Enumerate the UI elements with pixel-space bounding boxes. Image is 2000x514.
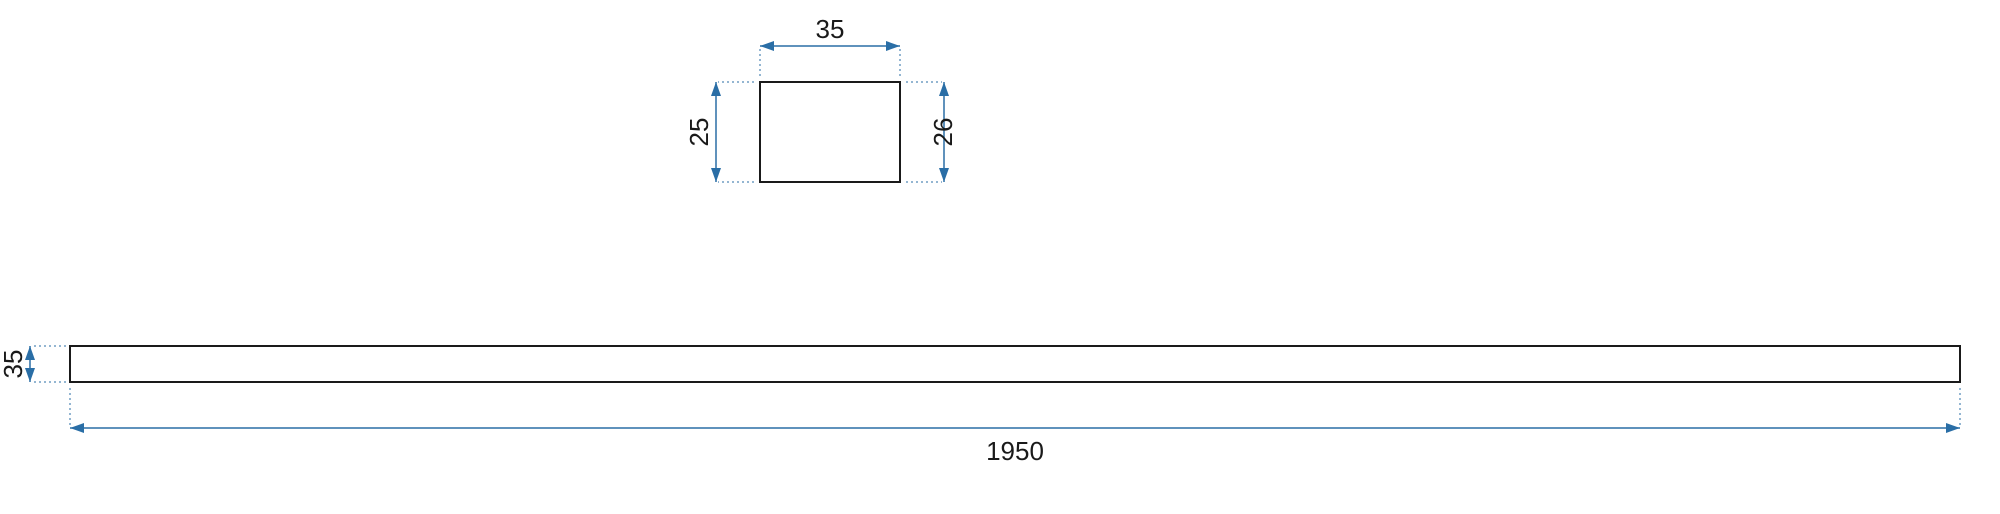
dimension-arrowhead bbox=[70, 423, 84, 433]
dimension-arrowhead bbox=[886, 41, 900, 51]
side-view-length-dim-value: 1950 bbox=[986, 436, 1044, 466]
dimension-arrowhead bbox=[939, 168, 949, 182]
dimension-arrowhead bbox=[939, 82, 949, 96]
side-view-rect bbox=[70, 346, 1960, 382]
cross-section-rect bbox=[760, 82, 900, 182]
cross-section-height-left-dim-value: 25 bbox=[684, 118, 714, 147]
side-view-height-dim-value: 35 bbox=[0, 350, 28, 379]
dimension-arrowhead bbox=[1946, 423, 1960, 433]
cross-section-width-dim-value: 35 bbox=[816, 14, 845, 44]
dimension-arrowhead bbox=[760, 41, 774, 51]
dimension-arrowhead bbox=[711, 82, 721, 96]
dimension-arrowhead bbox=[711, 168, 721, 182]
cross-section-height-right-dim-value: 26 bbox=[928, 118, 958, 147]
